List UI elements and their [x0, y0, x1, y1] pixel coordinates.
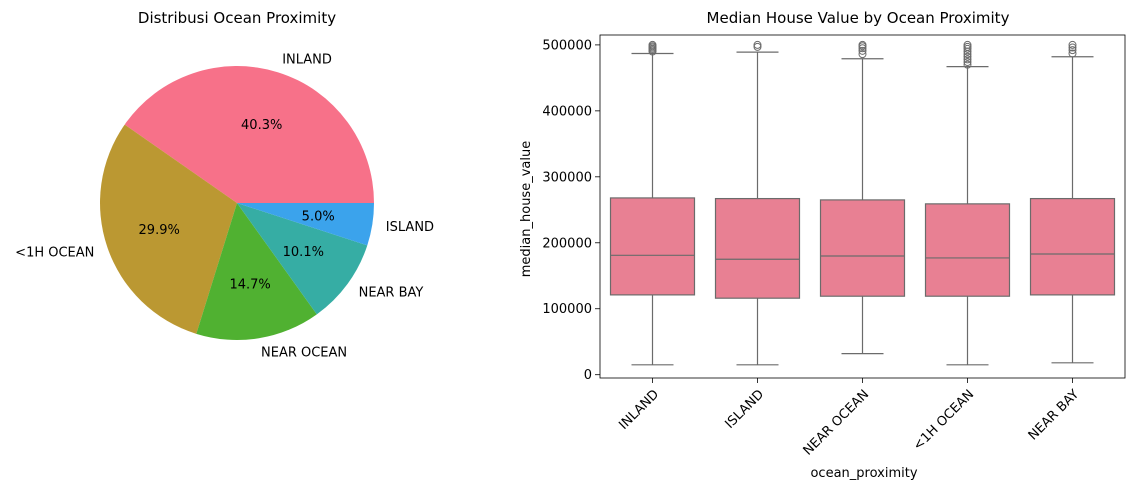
iqr-box — [609, 197, 696, 296]
outlier-point — [1068, 49, 1077, 58]
box-island — [714, 40, 801, 366]
pie-category-label-near-bay: NEAR BAY — [359, 286, 424, 301]
y-tick-label: 200000 — [542, 236, 592, 251]
pie-pct-label-near-bay: 10.1% — [283, 245, 324, 260]
outlier-point — [963, 42, 972, 51]
pie-category-label-inland: INLAND — [282, 53, 332, 68]
outlier-point — [963, 58, 972, 67]
iqr-box — [1029, 197, 1116, 296]
pie-pct-label-island: 5.0% — [302, 209, 335, 224]
y-tick-label: 300000 — [542, 170, 592, 185]
outlier-point — [648, 40, 657, 49]
outlier-point — [963, 44, 972, 53]
x-tick-label-island: ISLAND — [722, 387, 767, 432]
outlier-point — [858, 46, 867, 55]
pie-title: Distribusi Ocean Proximity — [138, 9, 336, 27]
outlier-point — [858, 40, 867, 49]
pie-category-label-island: ISLAND — [386, 220, 434, 235]
outlier-point — [858, 44, 867, 53]
box-plot: Median House Value by Ocean Proximity 0 1… — [519, 9, 1126, 481]
pie-pct-label-1h-ocean: 29.9% — [139, 223, 180, 238]
pie-pct-label-inland: 40.3% — [241, 118, 282, 133]
box-near-bay — [1029, 40, 1116, 364]
pie-slice-island — [237, 203, 374, 246]
iqr-box — [819, 199, 906, 297]
pie-category-label-near-ocean: NEAR OCEAN — [261, 345, 347, 360]
y-tick-label: 400000 — [542, 104, 592, 119]
x-tick-label-inland: INLAND — [616, 387, 662, 433]
outlier-point — [753, 42, 762, 51]
pie-slice-near-bay — [237, 203, 368, 315]
outlier-point — [1068, 46, 1077, 55]
outlier-point — [1068, 43, 1077, 52]
pie-slice-inland — [124, 66, 374, 203]
outlier-point — [858, 50, 867, 59]
outlier-point — [1068, 40, 1077, 49]
y-tick-label: 0 — [584, 368, 592, 383]
pie-chart: Distribusi Ocean Proximity 40.3% INLAND 29… — [15, 9, 434, 360]
box-near-ocean — [819, 40, 906, 355]
iqr-box — [924, 203, 1011, 297]
outlier-point — [963, 52, 972, 61]
pie-slice-near-ocean — [196, 203, 317, 341]
x-tick-label-near-ocean: NEAR OCEAN — [801, 387, 873, 459]
pie-pct-label-near-ocean: 14.7% — [229, 278, 270, 293]
box-inland — [609, 40, 696, 366]
x-axis-label: ocean_proximity — [810, 466, 917, 481]
box-1h-ocean — [924, 40, 1011, 366]
x-tick-label-1h-ocean: <1H OCEAN — [911, 387, 978, 454]
pie-slice-1h-ocean — [100, 124, 237, 334]
y-axis-label: median_house_value — [519, 141, 534, 277]
y-tick-label: 500000 — [542, 38, 592, 53]
outlier-point — [963, 40, 972, 49]
outlier-point — [753, 40, 762, 49]
box-title: Median House Value by Ocean Proximity — [707, 9, 1010, 27]
pie-category-label-1h-ocean: <1H OCEAN — [15, 245, 94, 260]
y-tick-label: 100000 — [542, 302, 592, 317]
x-tick-label-near-bay: NEAR BAY — [1026, 387, 1082, 443]
outlier-point — [963, 55, 972, 64]
outlier-point — [963, 60, 972, 69]
iqr-box — [714, 197, 801, 299]
